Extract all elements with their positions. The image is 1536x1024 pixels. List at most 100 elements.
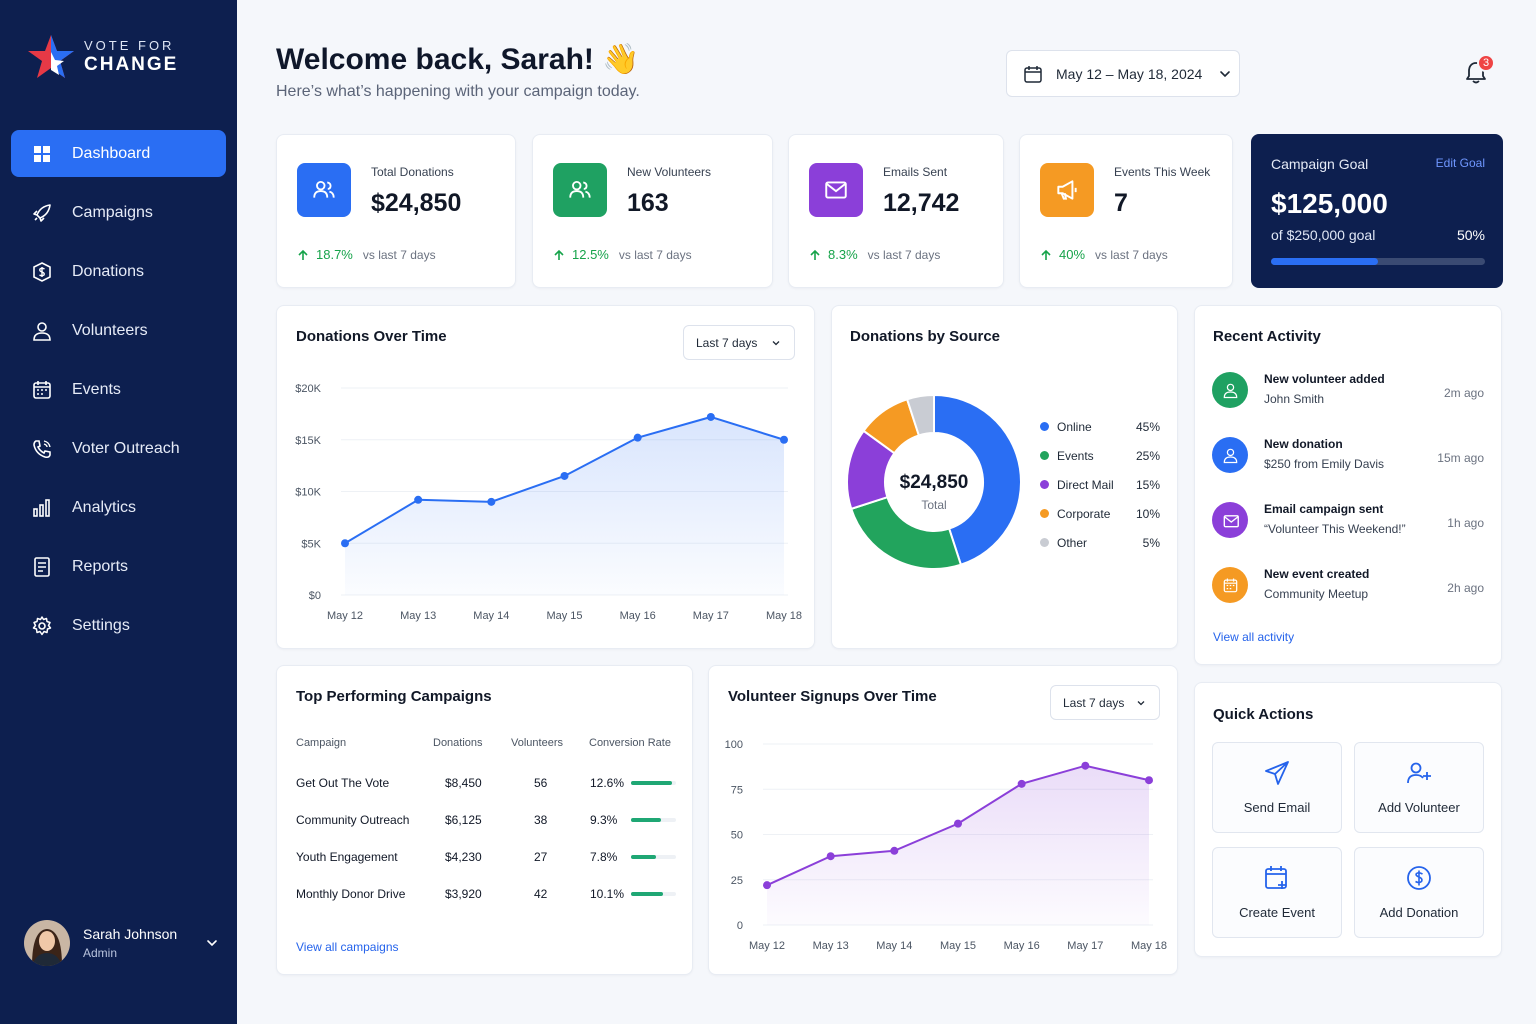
series-area [767,765,1149,925]
range-select[interactable]: Last 7 days [683,325,795,360]
activity-icon [1212,502,1248,538]
kpi-label: Total Donations [371,165,454,179]
donut-total-value: $24,850 [899,472,969,493]
view-all-campaigns-link[interactable]: View all campaigns [296,940,399,954]
activity-item[interactable]: New event created Community Meetup 2h ago [1212,565,1484,605]
kpi-icon-box [1040,163,1094,217]
add-volunteer-button[interactable]: Add Volunteer [1354,742,1484,833]
kpi-icon-box [297,163,351,217]
donut-slice [905,393,935,437]
user-name: Sarah Johnson [83,926,178,942]
x-tick-label: May 14 [473,610,509,622]
legend-label: Events [1057,448,1094,463]
date-range-picker[interactable]: May 12 – May 18, 2024 [1006,50,1240,97]
avatar [24,920,70,966]
user-icon [33,321,51,341]
x-tick-label: May 17 [1067,940,1103,952]
kpi-compare: vs last 7 days [618,247,692,262]
sidebar-item-analytics[interactable]: Analytics [11,484,226,531]
sidebar-item-campaigns[interactable]: Campaigns [11,189,226,236]
x-tick-label: May 17 [693,610,729,622]
y-tick-label: $15K [295,435,321,447]
legend-swatch [1040,509,1049,518]
grid-icon [34,145,50,162]
campaign-name: Youth Engagement [296,850,398,864]
range-select-value: Last 7 days [696,335,758,350]
campaign-donations: $8,450 [445,776,482,790]
donations-by-source-card: Donations by Source $24,850 Total Online… [831,305,1178,649]
card-title: Donations by Source [850,328,1001,345]
goal-label: Campaign Goal [1271,156,1369,172]
sidebar-item-settings[interactable]: Settings [11,602,226,649]
sidebar-item-voter-outreach[interactable]: Voter Outreach [11,425,226,472]
goal-progress-fill [1271,258,1378,265]
edit-goal-link[interactable]: Edit Goal [1435,156,1485,170]
kpi-label: Events This Week [1114,165,1211,179]
column-header-campaign: Campaign [296,737,347,749]
sidebar-item-reports[interactable]: Reports [11,543,226,590]
x-tick-label: May 12 [749,940,785,952]
column-header-volunteers: Volunteers [511,737,563,749]
data-point [1145,776,1153,785]
add-donation-button[interactable]: Add Donation [1354,847,1484,938]
calendar-icon [1024,65,1042,83]
donations-over-time-card: Donations Over Time Last 7 days $0 $5K $10… [276,305,815,649]
donut-total-label: Total [921,498,947,512]
send-email-button[interactable]: Send Email [1212,742,1342,833]
recent-activity-card: Recent Activity New volunteer added John … [1194,305,1502,665]
chevron-down-icon[interactable] [205,936,219,950]
sidebar-item-donations[interactable]: Donations [11,248,226,295]
campaign-volunteers: 38 [534,813,548,827]
donut-legend: Online 45% Events 25% Direct Mail 15% Corporat… [1040,412,1160,557]
data-point [954,819,962,828]
user-icon [1223,448,1237,463]
sidebar-item-label: Voter Outreach [72,439,180,457]
conversion-bar-fill [631,855,657,859]
legend-value: 15% [1135,477,1160,492]
donations-line-chart: $0 $5K $10K $15K $20K May 12 May 13 May 14 May 1… [295,383,802,622]
column-header-conversion: Conversion Rate [589,737,671,749]
report-icon [34,556,50,577]
brand-logo[interactable]: VOTE FOR CHANGE [26,32,178,82]
activity-item[interactable]: Email campaign sent “Volunteer This Weeke… [1212,500,1484,540]
campaign-rate: 7.8% [590,850,618,864]
kpi-compare: vs last 7 days [867,247,941,262]
kpi-compare: vs last 7 days [362,247,436,262]
legend-item: Events 25% [1040,441,1160,470]
bar-chart-icon [33,498,50,517]
legend-item: Other 5% [1040,528,1160,557]
gear-icon [32,615,52,635]
activity-time: 1h ago [1447,516,1484,530]
data-point [1017,779,1026,788]
activity-item[interactable]: New volunteer added John Smith 2m ago [1212,370,1484,410]
campaign-name: Monthly Donor Drive [296,887,406,901]
legend-label: Corporate [1057,506,1111,521]
sidebar-item-events[interactable]: Events [11,366,226,413]
data-point [560,471,569,480]
conversion-bar-fill [631,892,664,896]
activity-item[interactable]: New donation $250 from Emily Davis 15m ago [1212,435,1484,475]
activity-title: New donation [1264,437,1343,451]
kpi-card: Events This Week 7 40% vs last 7 days [1019,134,1233,288]
sidebar: VOTE FOR CHANGE Dashboard Campaigns Donati… [0,0,237,1024]
campaign-rate: 12.6% [590,776,625,790]
user-role: Admin [83,946,118,960]
kpi-card: Emails Sent 12,742 8.3% vs last 7 days [788,134,1004,288]
legend-value: 5% [1142,535,1160,550]
calendar-icon [1223,578,1237,592]
kpi-trend-value: 8.3% [828,247,858,262]
y-tick-label: $10K [295,487,321,499]
card-title: Volunteer Signups Over Time [728,688,937,705]
range-select[interactable]: Last 7 days [1050,685,1160,720]
create-event-button[interactable]: Create Event [1212,847,1342,938]
user-icon [1223,383,1237,398]
user-menu[interactable]: Sarah Johnson Admin [24,918,219,968]
view-all-activity-link[interactable]: View all activity [1213,630,1295,644]
sidebar-item-volunteers[interactable]: Volunteers [11,307,226,354]
chevron-down-icon [772,341,780,346]
phone-icon [33,439,51,458]
activity-desc: Community Meetup [1264,587,1369,601]
chevron-down-icon [1220,70,1231,77]
goal-percent: 50% [1456,227,1485,243]
sidebar-item-dashboard[interactable]: Dashboard [11,130,226,177]
